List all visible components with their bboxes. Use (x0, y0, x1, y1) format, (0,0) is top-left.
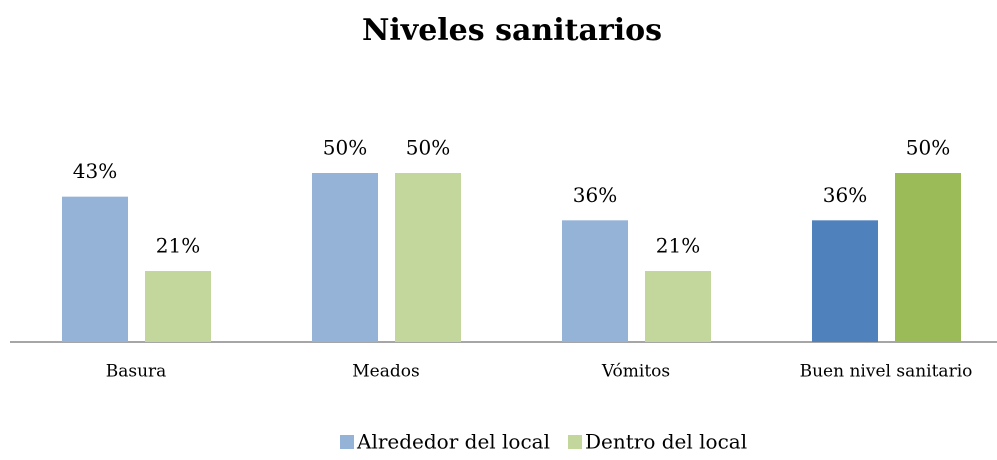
bar (562, 220, 628, 342)
chart-title: Niveles sanitarios (362, 13, 662, 48)
x-tick-label: Meados (352, 362, 419, 382)
bar (62, 196, 128, 342)
legend-swatch (340, 435, 354, 449)
legend-label: Alrededor del local (356, 430, 550, 454)
bar (895, 173, 961, 342)
data-label: 36% (573, 183, 617, 207)
data-label: 50% (323, 136, 367, 160)
bar (645, 271, 711, 342)
bar (812, 220, 878, 342)
data-label: 21% (656, 234, 700, 258)
x-tick-label: Vómitos (601, 362, 670, 382)
x-tick-label: Basura (106, 362, 167, 382)
bar (395, 173, 461, 342)
x-tick-label: Buen nivel sanitario (800, 362, 973, 382)
data-label: 50% (906, 136, 950, 160)
legend-label: Dentro del local (585, 430, 747, 454)
bar (145, 271, 211, 342)
legend-swatch (568, 435, 582, 449)
data-label: 21% (156, 234, 200, 258)
data-label: 43% (73, 159, 117, 183)
data-label: 36% (823, 183, 867, 207)
data-label: 50% (406, 136, 450, 160)
bar (312, 173, 378, 342)
